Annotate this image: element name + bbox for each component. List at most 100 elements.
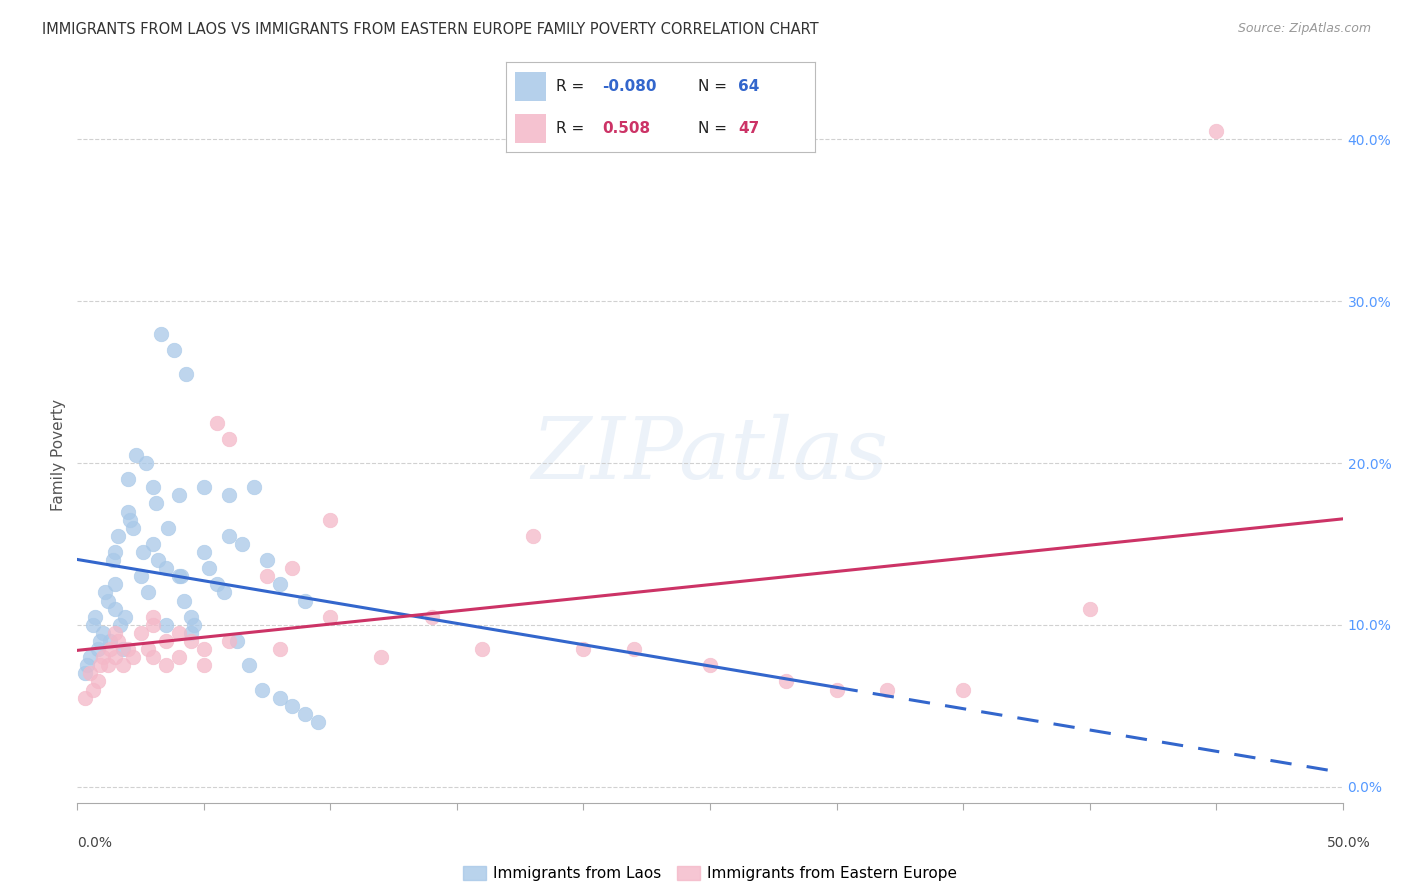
Point — [294, 593, 316, 607]
Text: IMMIGRANTS FROM LAOS VS IMMIGRANTS FROM EASTERN EUROPE FAMILY POVERTY CORRELATIO: IMMIGRANTS FROM LAOS VS IMMIGRANTS FROM … — [42, 22, 818, 37]
Point — [193, 480, 215, 494]
Point — [98, 642, 121, 657]
Point — [167, 650, 190, 665]
Point — [136, 585, 159, 599]
Point — [170, 569, 193, 583]
Point — [180, 609, 202, 624]
Point — [319, 609, 342, 624]
Point — [281, 698, 304, 713]
Text: ZIPatlas: ZIPatlas — [531, 414, 889, 496]
Point — [142, 617, 165, 632]
Point — [142, 650, 165, 665]
Point — [162, 343, 184, 357]
Point — [281, 561, 304, 575]
Legend: Immigrants from Laos, Immigrants from Eastern Europe: Immigrants from Laos, Immigrants from Ea… — [458, 862, 962, 886]
Point — [149, 326, 172, 341]
Point — [107, 634, 129, 648]
Point — [104, 577, 127, 591]
Y-axis label: Family Poverty: Family Poverty — [51, 399, 66, 511]
Point — [97, 593, 120, 607]
Point — [104, 626, 127, 640]
Point — [775, 674, 797, 689]
Point — [135, 456, 157, 470]
Point — [198, 561, 221, 575]
Point — [256, 569, 278, 583]
Point — [84, 609, 107, 624]
Point — [212, 585, 235, 599]
FancyBboxPatch shape — [516, 114, 547, 143]
Point — [193, 642, 215, 657]
Text: 0.0%: 0.0% — [77, 836, 112, 850]
Point — [218, 529, 240, 543]
Point — [110, 617, 132, 632]
Point — [73, 690, 96, 705]
Point — [98, 634, 121, 648]
Text: R =: R = — [555, 79, 589, 94]
Point — [155, 617, 177, 632]
Point — [231, 537, 253, 551]
Point — [522, 529, 544, 543]
Point — [1078, 601, 1101, 615]
Point — [952, 682, 974, 697]
Point — [142, 609, 165, 624]
Point — [79, 666, 101, 681]
Point — [825, 682, 848, 697]
Point — [104, 545, 127, 559]
Point — [117, 504, 139, 518]
Point — [94, 585, 117, 599]
Point — [117, 642, 139, 657]
Point — [86, 642, 108, 657]
Point — [89, 634, 111, 648]
Point — [104, 650, 127, 665]
Point — [370, 650, 392, 665]
Point — [136, 642, 159, 657]
Point — [111, 642, 134, 657]
Text: 50.0%: 50.0% — [1327, 836, 1371, 850]
Point — [205, 577, 228, 591]
Point — [79, 650, 101, 665]
Point — [218, 488, 240, 502]
Point — [97, 658, 120, 673]
Point — [114, 609, 136, 624]
Point — [145, 496, 167, 510]
Point — [101, 553, 124, 567]
Point — [699, 658, 721, 673]
Point — [193, 545, 215, 559]
Point — [269, 642, 291, 657]
Point — [167, 626, 190, 640]
Point — [256, 553, 278, 567]
Point — [205, 416, 228, 430]
Point — [89, 658, 111, 673]
Point — [117, 472, 139, 486]
Text: Source: ZipAtlas.com: Source: ZipAtlas.com — [1237, 22, 1371, 36]
Point — [1205, 124, 1227, 138]
Point — [471, 642, 494, 657]
Point — [155, 634, 177, 648]
Text: 64: 64 — [738, 79, 759, 94]
Point — [73, 666, 96, 681]
Point — [111, 658, 134, 673]
Point — [294, 706, 316, 721]
Point — [104, 601, 127, 615]
Point — [142, 537, 165, 551]
Point — [167, 569, 190, 583]
Text: 0.508: 0.508 — [602, 121, 650, 136]
Point — [183, 617, 205, 632]
Text: R =: R = — [555, 121, 593, 136]
Point — [157, 521, 180, 535]
Point — [142, 480, 165, 494]
Point — [91, 626, 114, 640]
Point — [269, 690, 291, 705]
Text: N =: N = — [697, 121, 731, 136]
FancyBboxPatch shape — [516, 72, 547, 101]
Point — [173, 593, 195, 607]
Point — [129, 626, 152, 640]
Point — [420, 609, 443, 624]
Point — [167, 488, 190, 502]
Point — [107, 529, 129, 543]
Point — [132, 545, 155, 559]
Point — [623, 642, 645, 657]
Point — [269, 577, 291, 591]
Point — [76, 658, 98, 673]
Point — [218, 634, 240, 648]
